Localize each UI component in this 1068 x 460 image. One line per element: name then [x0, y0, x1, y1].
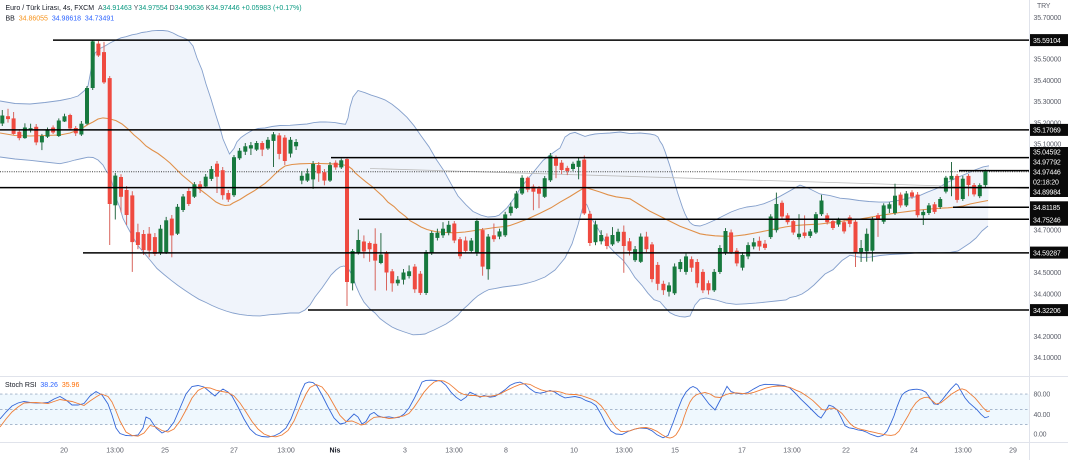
- svg-text:35.59104: 35.59104: [1033, 38, 1061, 45]
- svg-text:34.59287: 34.59287: [1033, 250, 1061, 257]
- svg-text:15: 15: [671, 448, 679, 455]
- svg-text:29: 29: [1009, 448, 1017, 455]
- svg-text:34.81185: 34.81185: [1033, 205, 1060, 212]
- svg-text:35.70000: 35.70000: [1034, 15, 1062, 22]
- svg-text:80.00: 80.00: [1034, 392, 1051, 399]
- svg-text:13:00: 13:00: [277, 448, 295, 455]
- svg-text:02:18:20: 02:18:20: [1033, 180, 1059, 187]
- svg-text:22: 22: [842, 448, 850, 455]
- svg-text:35.10000: 35.10000: [1034, 142, 1062, 149]
- svg-text:13:00: 13:00: [783, 448, 801, 455]
- svg-text:BB 34.86055 34.98618 34.734: BB 34.86055 34.98618 34.73491: [6, 16, 115, 23]
- svg-text:34.50000: 34.50000: [1034, 270, 1062, 277]
- svg-text:13:00: 13:00: [445, 448, 463, 455]
- svg-text:35.50000: 35.50000: [1034, 57, 1062, 64]
- svg-text:34.97446: 34.97446: [1033, 170, 1061, 177]
- svg-text:13:00: 13:00: [615, 448, 633, 455]
- svg-text:20: 20: [60, 448, 68, 455]
- svg-text:34.32206: 34.32206: [1033, 308, 1061, 315]
- svg-text:10: 10: [570, 448, 578, 455]
- svg-text:40.00: 40.00: [1034, 412, 1051, 419]
- svg-text:35.30000: 35.30000: [1034, 99, 1062, 106]
- svg-text:24: 24: [910, 448, 918, 455]
- svg-text:8: 8: [504, 448, 508, 455]
- svg-text:TRY: TRY: [1037, 3, 1051, 10]
- svg-text:35.17069: 35.17069: [1033, 128, 1061, 135]
- svg-text:3: 3: [403, 448, 407, 455]
- svg-text:35.20000: 35.20000: [1034, 120, 1062, 127]
- svg-text:Nis: Nis: [330, 448, 341, 455]
- svg-text:34.10000: 34.10000: [1034, 355, 1062, 362]
- svg-text:34.70000: 34.70000: [1034, 228, 1062, 235]
- svg-text:34.40000: 34.40000: [1034, 291, 1062, 298]
- svg-text:25: 25: [161, 448, 169, 455]
- svg-text:35.40000: 35.40000: [1034, 78, 1062, 85]
- svg-text:Stoch RSI 38.26 35.96: Stoch RSI 38.26 35.96: [5, 382, 79, 389]
- svg-text:35.04592: 35.04592: [1033, 150, 1061, 157]
- svg-text:34.89984: 34.89984: [1033, 190, 1061, 197]
- svg-text:13:00: 13:00: [954, 448, 972, 455]
- svg-text:13:00: 13:00: [106, 448, 124, 455]
- svg-text:34.75246: 34.75246: [1033, 217, 1061, 224]
- svg-text:34.20000: 34.20000: [1034, 334, 1062, 341]
- svg-text:17: 17: [738, 448, 746, 455]
- svg-text:0.00: 0.00: [1034, 431, 1047, 438]
- svg-text:34.97792: 34.97792: [1033, 160, 1061, 167]
- svg-text:27: 27: [230, 448, 238, 455]
- svg-text:Euro / Türk Lirası, 4s, FXCM: Euro / Türk Lirası, 4s, FXCM A34.91463 Y…: [6, 5, 302, 12]
